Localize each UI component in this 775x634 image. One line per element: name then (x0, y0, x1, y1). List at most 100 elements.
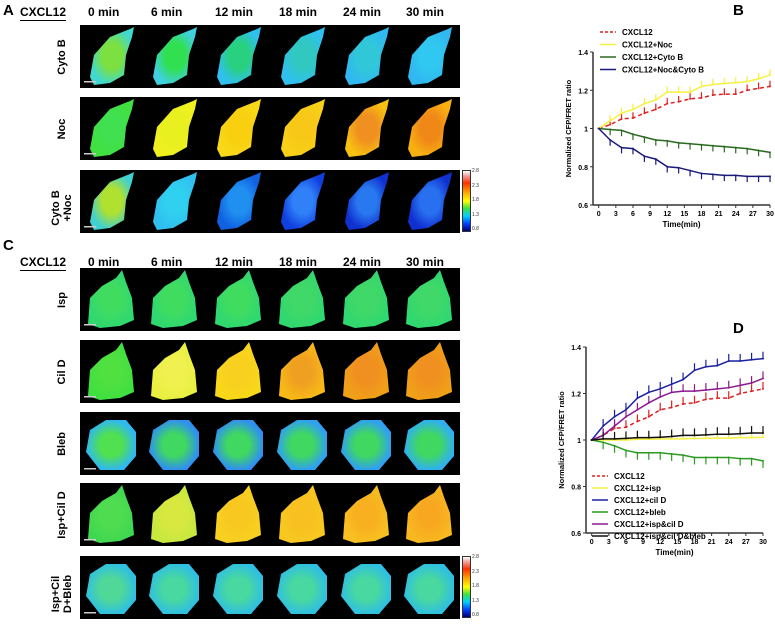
data-point (693, 390, 696, 393)
cell (151, 485, 197, 543)
cell-image (345, 172, 389, 230)
data-point (659, 437, 662, 440)
time-label: 18 min (279, 5, 318, 19)
data-point (689, 169, 692, 172)
colorbar-label: 1.8 (472, 583, 479, 589)
series-cxcl12-cyto-b (597, 127, 771, 159)
cell-image (213, 564, 263, 614)
data-point (602, 441, 605, 444)
cell-image (343, 270, 389, 328)
row-label-line: Isp (56, 292, 68, 308)
series-line (591, 388, 764, 441)
cell (408, 27, 452, 85)
y-tick-label: 0.8 (571, 485, 581, 492)
data-point (716, 397, 719, 400)
data-point (757, 87, 760, 90)
x-tick-label: 3 (614, 211, 618, 218)
x-tick-label: 9 (641, 539, 645, 546)
row-label: Bleb (56, 417, 68, 471)
cell (277, 564, 327, 614)
y-tick-label: 0.6 (571, 531, 581, 538)
legend-label: CXCL12+Cyto B (622, 53, 683, 62)
row-label: Isp+Cil D (56, 488, 68, 542)
x-tick-label: 30 (759, 539, 767, 546)
data-point (666, 102, 669, 105)
data-point (624, 449, 627, 452)
image-strip (80, 412, 460, 475)
data-point (666, 165, 669, 168)
cell-image (153, 99, 197, 157)
cell (88, 342, 134, 400)
data-point (750, 390, 753, 393)
data-point (670, 435, 673, 438)
data-point (590, 439, 593, 441)
cell-image (213, 420, 263, 470)
cell-image (341, 564, 391, 614)
data-point (739, 359, 742, 362)
row-label-line: +Noc (62, 194, 74, 222)
legend-label: CXCL12+bleb (614, 508, 666, 517)
data-point (597, 127, 600, 130)
scale-bar (84, 153, 96, 155)
data-point (647, 401, 650, 404)
cell (153, 99, 197, 157)
colorbar-label: 1.3 (472, 211, 479, 218)
cell-image (84, 564, 136, 614)
series-line (598, 127, 770, 178)
cell (86, 564, 136, 614)
data-point (693, 456, 696, 459)
data-point (643, 112, 646, 115)
cell (341, 420, 391, 470)
data-point (677, 91, 680, 94)
cell (279, 342, 325, 400)
cell (153, 27, 197, 85)
data-point (647, 451, 650, 454)
series-cxcl12-bleb (590, 439, 764, 468)
colorbar (462, 556, 471, 618)
cell-image (151, 342, 197, 400)
data-point (647, 415, 650, 418)
data-point (609, 119, 612, 122)
data-point (682, 402, 685, 405)
data-point (739, 392, 742, 395)
cell-image (281, 27, 325, 85)
legend-label: CXCL12+Noc (622, 41, 673, 50)
data-point (670, 391, 673, 394)
scale-bar (84, 324, 96, 326)
data-point (647, 391, 650, 394)
x-tick-label: 24 (725, 539, 733, 546)
data-point (620, 146, 623, 149)
series-cxcl12 (590, 381, 764, 441)
cell (408, 99, 452, 157)
data-point (734, 81, 737, 84)
cell (281, 172, 325, 230)
data-point (654, 98, 657, 101)
data-point (643, 136, 646, 139)
cell-image (277, 564, 327, 614)
colorbar-label: 1.8 (472, 197, 479, 203)
data-point (654, 138, 657, 141)
series-cxcl12-isp-cil-d (590, 371, 764, 441)
image-strip (80, 556, 460, 619)
row-label: Noc (56, 102, 68, 156)
y-tick-label: 0.8 (578, 165, 588, 172)
data-point (677, 141, 680, 144)
x-tick-label: 27 (749, 211, 757, 218)
image-strip (80, 268, 460, 331)
x-tick-label: 3 (607, 539, 611, 546)
x-tick-label: 15 (680, 211, 688, 218)
panel-label-b: B (733, 2, 744, 19)
cell (281, 99, 325, 157)
cell-image (408, 172, 452, 230)
cell (215, 270, 261, 328)
x-tick-label: 18 (698, 211, 706, 218)
data-point (700, 172, 703, 175)
data-point (716, 456, 719, 459)
row-label-line: Cyto B (50, 190, 62, 226)
time-label: 12 min (215, 5, 254, 19)
scale-bar (84, 612, 96, 614)
data-point (613, 427, 616, 430)
colorbar-label: 1.3 (472, 597, 479, 604)
data-point (643, 155, 646, 158)
data-point (723, 174, 726, 177)
